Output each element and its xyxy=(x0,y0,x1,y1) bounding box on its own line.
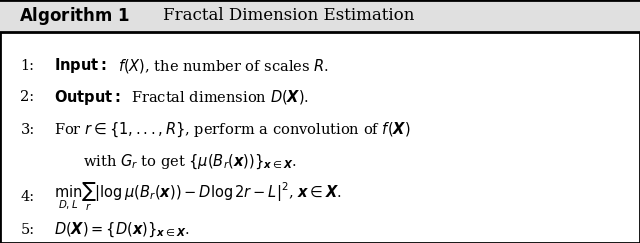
Text: 4:: 4: xyxy=(20,190,35,204)
Text: 3:: 3: xyxy=(20,123,35,137)
Text: $D(\boldsymbol{X}) = \{D(\boldsymbol{x})\}_{\boldsymbol{x}\in\boldsymbol{X}}$.: $D(\boldsymbol{X}) = \{D(\boldsymbol{x})… xyxy=(54,220,190,239)
Bar xyxy=(0,0,640,32)
Text: Fractal dimension $D(\boldsymbol{X})$.: Fractal dimension $D(\boldsymbol{X})$. xyxy=(131,88,309,106)
Text: $\mathbf{Algorithm\ 1}$: $\mathbf{Algorithm\ 1}$ xyxy=(19,5,130,27)
Text: $\mathbf{Output:}$: $\mathbf{Output:}$ xyxy=(54,88,121,107)
Text: 5:: 5: xyxy=(20,223,35,237)
Text: with $G_r$ to get $\{\mu(B_r(\boldsymbol{x}))\}_{\boldsymbol{x}\in\boldsymbol{X}: with $G_r$ to get $\{\mu(B_r(\boldsymbol… xyxy=(83,152,297,171)
Text: For $r \in \{1,...,R\}$, perform a convolution of $f(\boldsymbol{X})$: For $r \in \{1,...,R\}$, perform a convo… xyxy=(54,121,411,139)
Text: $\mathbf{Input:}$: $\mathbf{Input:}$ xyxy=(54,56,108,75)
Text: 1:: 1: xyxy=(20,59,35,73)
Text: $f(\mathit{X})$, the number of scales $R$.: $f(\mathit{X})$, the number of scales $R… xyxy=(118,57,330,75)
Text: Fractal Dimension Estimation: Fractal Dimension Estimation xyxy=(163,7,415,24)
Text: $\min_{D,L}\sum_r |\log\mu(B_r(\boldsymbol{x})) - D\log 2r - L|^2$, $\boldsymbol: $\min_{D,L}\sum_r |\log\mu(B_r(\boldsymb… xyxy=(54,181,342,213)
Text: 2:: 2: xyxy=(20,90,35,104)
